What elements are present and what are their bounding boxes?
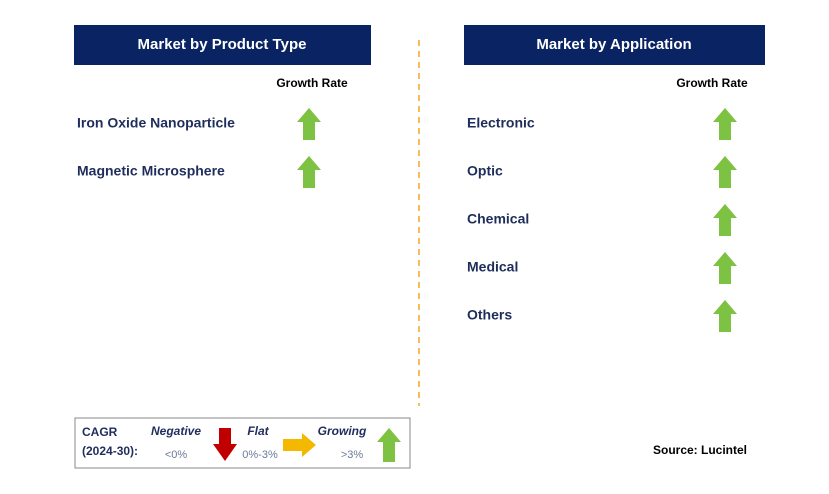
segment-label: Electronic — [467, 115, 535, 131]
growth-arrow — [297, 156, 321, 188]
legend-label: CAGR — [82, 425, 118, 439]
right-arrow — [283, 433, 316, 457]
legend-growing-range: >3% — [341, 449, 364, 461]
up-arrow — [377, 428, 401, 462]
growth-arrow — [713, 156, 737, 188]
segment-label: Chemical — [467, 211, 529, 227]
left-column-header: Growth Rate — [276, 76, 348, 90]
segment-label: Medical — [467, 259, 518, 275]
legend-flat-range: 0%-3% — [242, 449, 278, 461]
left-header-box — [74, 25, 371, 65]
right-title: Market by Application — [536, 36, 691, 53]
legend-negative-range: <0% — [165, 449, 188, 461]
down-arrow — [213, 428, 237, 461]
growth-arrow — [713, 300, 737, 332]
legend-growing: Growing — [318, 424, 367, 438]
legend-box — [74, 417, 411, 469]
legend-flat: Flat — [247, 424, 269, 438]
right-column-header: Growth Rate — [676, 76, 748, 90]
growth-arrow — [297, 108, 321, 140]
legend-negative: Negative — [151, 424, 201, 438]
growth-arrow — [713, 204, 737, 236]
growth-arrow — [713, 108, 737, 140]
segment-label: Magnetic Microsphere — [77, 163, 225, 179]
source: Source: Lucintel — [653, 443, 747, 457]
segment-label: Optic — [467, 163, 503, 179]
segment-label: Iron Oxide Nanoparticle — [77, 115, 235, 131]
growth-arrow — [713, 252, 737, 284]
left-title: Market by Product Type — [138, 36, 307, 53]
legend-label: (2024-30): — [82, 444, 138, 458]
right-header-box — [464, 25, 765, 65]
segment-label: Others — [467, 307, 512, 323]
